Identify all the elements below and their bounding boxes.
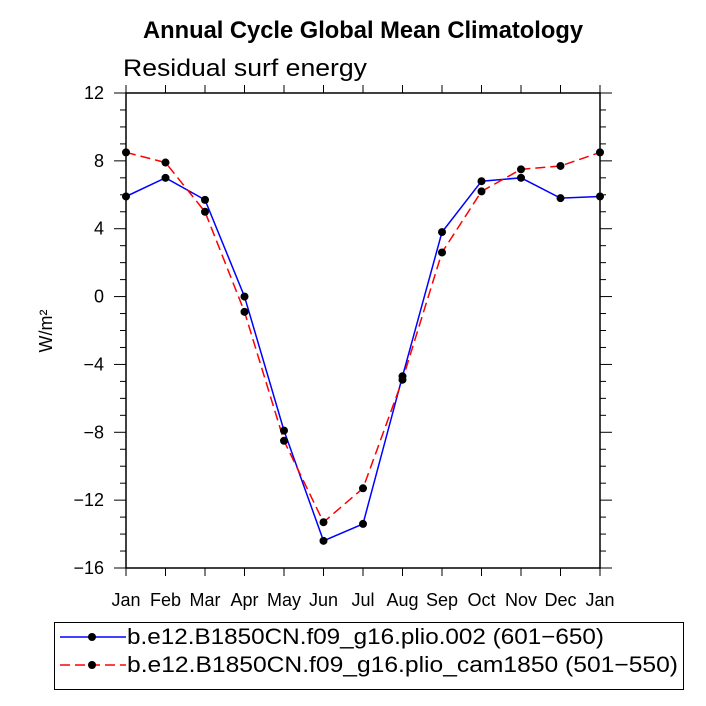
- data-point-series-2: [517, 165, 525, 174]
- x-tick-label: Apr: [230, 590, 258, 610]
- data-point-series-2: [596, 148, 604, 157]
- data-point-series-1: [161, 173, 170, 182]
- data-point-series-2: [240, 307, 249, 316]
- y-tick-label: 8: [94, 151, 104, 171]
- data-point-series-2: [161, 158, 170, 167]
- data-point-series-1: [477, 177, 486, 186]
- legend-marker: [88, 633, 96, 641]
- plot-frame: [125, 92, 601, 569]
- x-tick-label: Jul: [351, 590, 374, 610]
- y-tick-label: 12: [84, 83, 104, 103]
- data-point-series-1: [556, 194, 565, 203]
- x-tick-label: Jan: [111, 590, 140, 610]
- y-tick-label: −12: [73, 490, 104, 510]
- chart-title: Annual Cycle Global Mean Climatology: [143, 17, 584, 44]
- x-tick-label: Oct: [467, 590, 495, 610]
- data-point-series-1: [240, 292, 249, 301]
- y-tick-label: −8: [83, 422, 104, 442]
- data-point-series-2: [398, 375, 407, 384]
- series-layer: [122, 148, 604, 545]
- x-tick-label: Aug: [386, 590, 418, 610]
- x-tick-label: Sep: [426, 590, 458, 610]
- data-point-series-1: [280, 426, 288, 435]
- x-tick-label: Feb: [150, 590, 181, 610]
- data-point-series-1: [201, 195, 209, 204]
- legend: b.e12.B1850CN.f09_g16.plio.002 (601−650)…: [54, 622, 684, 690]
- data-point-series-1: [438, 228, 446, 237]
- legend-entry-2: b.e12.B1850CN.f09_g16.plio_cam1850 (501−…: [60, 652, 678, 677]
- data-point-series-2: [201, 207, 209, 216]
- data-point-series-2: [477, 187, 486, 196]
- x-tick-label: Mar: [190, 590, 221, 610]
- data-point-series-1: [122, 192, 130, 201]
- y-axis-label: W/m²: [36, 310, 56, 353]
- data-point-series-2: [359, 484, 367, 493]
- legend-marker: [88, 661, 96, 669]
- data-point-series-1: [319, 536, 328, 545]
- data-point-series-1: [517, 173, 525, 182]
- y-tick-label: 0: [94, 287, 104, 307]
- data-point-series-2: [280, 436, 288, 445]
- chart-subtitle: Residual surf energy: [123, 55, 367, 82]
- x-tick-label: Dec: [544, 590, 576, 610]
- data-point-series-1: [596, 192, 604, 201]
- legend-label: b.e12.B1850CN.f09_g16.plio.002 (601−650): [127, 624, 604, 649]
- data-point-series-2: [319, 518, 328, 527]
- data-point-series-1: [359, 519, 367, 528]
- axes: 12 8 4 0 −4 −8 −12 −16 Jan Feb Mar Apr May Jun Jul Aug S…: [73, 83, 614, 610]
- x-tick-label: Jan: [585, 590, 614, 610]
- y-tick-label: 4: [94, 219, 104, 239]
- data-point-series-2: [438, 248, 446, 257]
- data-point-series-2: [122, 148, 130, 157]
- data-point-series-2: [556, 161, 565, 170]
- legend-entry-1: b.e12.B1850CN.f09_g16.plio.002 (601−650): [60, 624, 604, 649]
- legend-label: b.e12.B1850CN.f09_g16.plio_cam1850 (501−…: [127, 652, 678, 677]
- y-tick-label: −16: [73, 558, 104, 578]
- x-tick-label: Jun: [309, 590, 338, 610]
- x-tick-label: Nov: [505, 590, 537, 610]
- legend-box: [54, 622, 684, 690]
- y-tick-label: −4: [83, 354, 104, 374]
- x-tick-label: May: [267, 590, 301, 610]
